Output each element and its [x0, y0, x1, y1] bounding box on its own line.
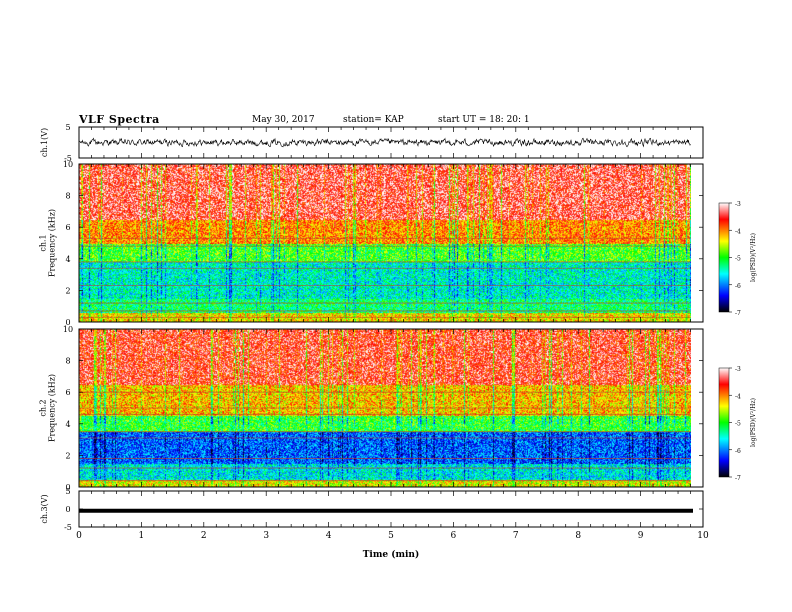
x-tick-label: 7	[513, 531, 519, 541]
station-label: station= KAP	[343, 115, 404, 125]
ch2-spectrogram-ylabel: Frequency (kHz)	[48, 374, 57, 442]
ch1-waveform-ytick-label: -5	[64, 154, 72, 163]
ch1-spectrogram-ytick-label: 4	[65, 255, 70, 264]
ch1-spectrogram-ytick-label: 10	[63, 160, 73, 169]
ch1-spectrogram-heatmap	[79, 164, 691, 322]
ch1-spectrogram-colorbar-tick-label: -4	[735, 228, 741, 235]
x-tick-label: 0	[76, 531, 82, 541]
x-tick-label: 10	[697, 531, 709, 541]
ch3-waveform-ylabel: ch.3(V)	[40, 494, 49, 523]
ch1-spectrogram-ytick-label: 6	[65, 223, 70, 232]
ch2-spectrogram-colorbar-tick-label: -6	[735, 448, 741, 455]
ch1-spectrogram-ytick-label: 0	[65, 318, 70, 327]
date-label: May 30, 2017	[252, 115, 315, 125]
ch2-spectrogram-colorbar-tick-label: -3	[735, 366, 741, 373]
ch1-waveform-ytick-label: 5	[65, 123, 70, 132]
ch1-spectrogram-colorbar-tick-label: -5	[735, 256, 741, 263]
ch1-spectrogram-ylabel: Frequency (kHz)	[48, 209, 57, 277]
x-tick-label: 4	[326, 531, 332, 541]
x-tick-label: 3	[263, 531, 269, 541]
ch2-spectrogram-colorbar-tick-label: -4	[735, 393, 741, 400]
ch2-spectrogram-ytick-label: 0	[65, 483, 70, 492]
ch2-spectrogram-ytick-label: 2	[65, 451, 70, 460]
ch2-spectrogram-colorbar-label: log(PSD)(V²/Hz)	[750, 398, 757, 447]
ch1-spectrogram-ytick-label: 2	[65, 286, 70, 295]
ch2-spectrogram-ytick-label: 8	[65, 357, 70, 366]
x-tick-label: 5	[388, 531, 394, 541]
ch2-spectrogram-colorbar-tick-label: -5	[735, 421, 741, 428]
ch1-spectrogram-ylabel: ch.1	[39, 234, 48, 251]
x-tick-label: 8	[575, 531, 581, 541]
ch3-waveform-ytick-label: 0	[65, 505, 70, 514]
ch1-spectrogram-colorbar-label: log(PSD)(V²/Hz)	[750, 233, 757, 282]
ch3-waveform-ytick-label: 5	[65, 487, 70, 496]
ch2-spectrogram-ytick-label: 4	[65, 420, 70, 429]
ch1-spectrogram-colorbar-tick-label: -6	[735, 283, 741, 290]
x-tick-label: 2	[201, 531, 207, 541]
ch2-spectrogram-ytick-label: 10	[63, 325, 73, 334]
ch1-waveform-trace	[78, 137, 691, 148]
ch2-spectrogram-colorbar-tick-label: -7	[735, 475, 741, 482]
ch1-spectrogram-colorbar-tick-label: -3	[735, 201, 741, 208]
ch2-spectrogram-ylabel: ch.2	[39, 399, 48, 416]
ch1-spectrogram-colorbar-tick-label: -7	[735, 310, 741, 317]
ch1-spectrogram-colorbar	[718, 202, 730, 313]
x-tick-label: 1	[139, 531, 145, 541]
x-axis-label: Time (min)	[363, 549, 420, 560]
x-tick-label: 6	[451, 531, 457, 541]
x-tick-label: 9	[638, 531, 644, 541]
ch2-spectrogram-ytick-label: 6	[65, 388, 70, 397]
ch3-waveform-ytick-label: -5	[64, 523, 72, 532]
ch1-spectrogram-ytick-label: 8	[65, 192, 70, 201]
figure-title: VLF Spectra	[79, 113, 160, 126]
ch2-spectrogram-colorbar	[718, 367, 730, 478]
ch1-waveform-ylabel: ch.1(V)	[40, 128, 49, 157]
start-time-label: start UT = 18: 20: 1	[438, 115, 530, 125]
